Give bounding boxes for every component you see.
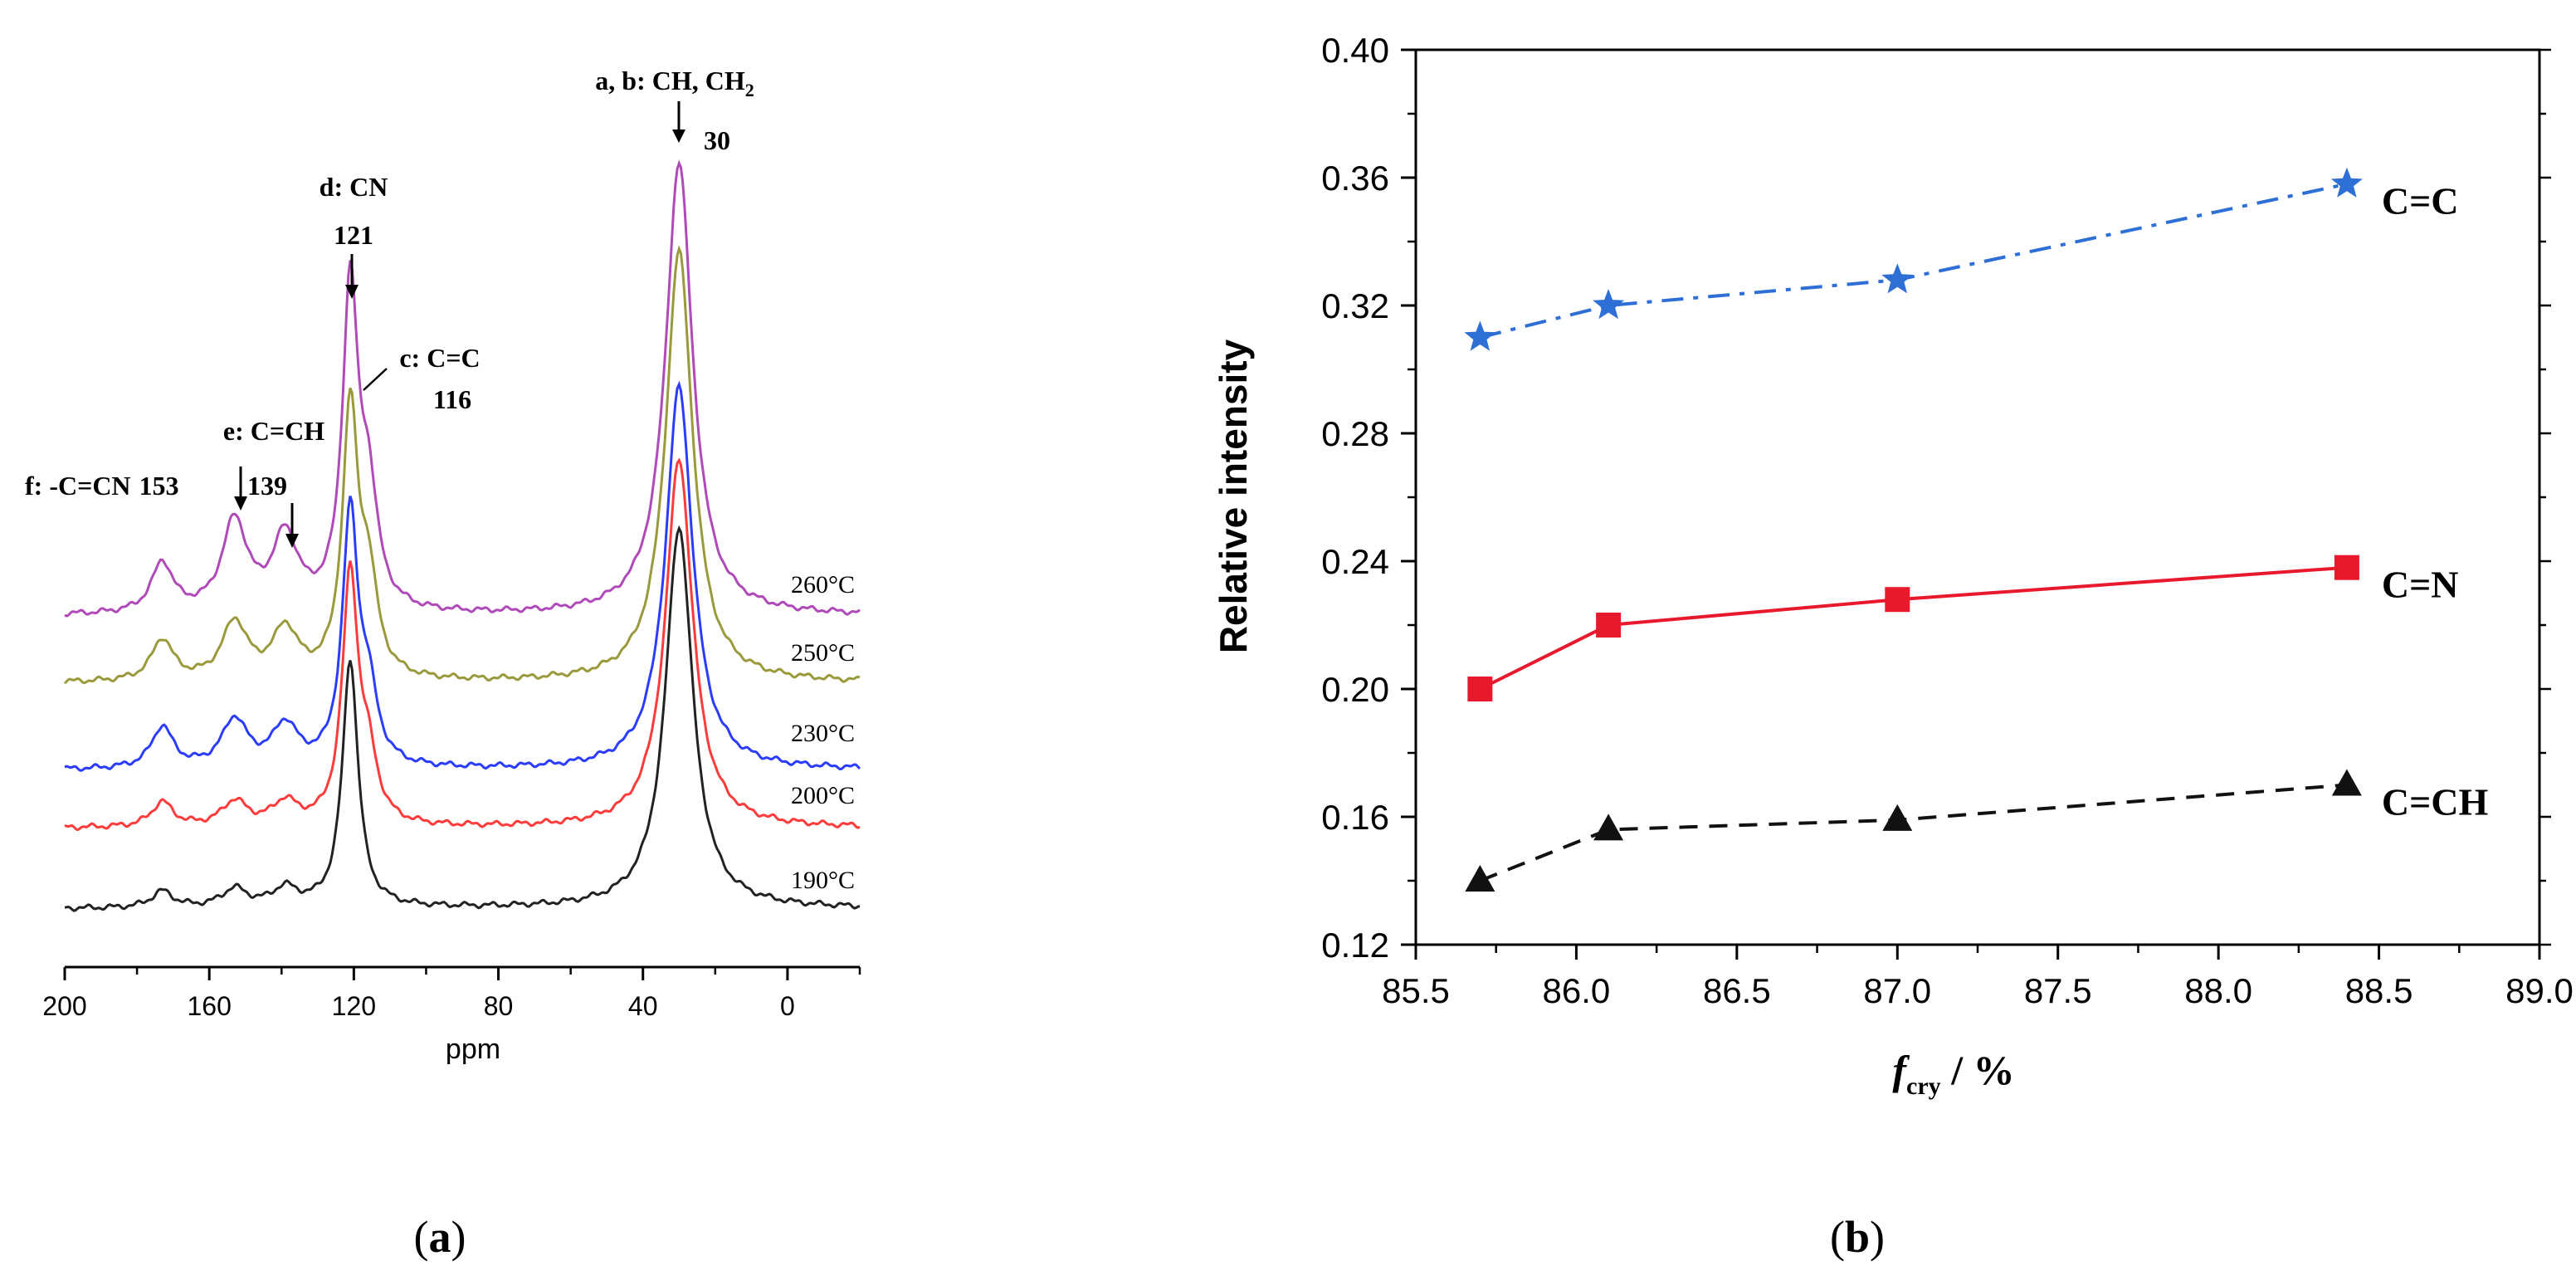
b-x-tick-label: 86.5 — [1703, 971, 1771, 1010]
annotation-e-value: 139 — [247, 471, 287, 501]
annotation-d-value: 121 — [334, 220, 373, 250]
relative-intensity-panel: 85.5 86.0 86.5 87.0 87.5 88.0 88.5 89.0 0.12 0.16… — [1212, 31, 2574, 1100]
a-x-tick-label: 200 — [42, 991, 86, 1021]
temperature-label: 200°C — [791, 782, 855, 809]
annotation-f-text: f: -C=CN — [25, 471, 131, 501]
series-line-C=CH — [1479, 783, 2348, 882]
b-series-group — [1464, 167, 2363, 892]
spectrum-260°C — [64, 159, 861, 618]
panel-label-b-letter: b — [1845, 1212, 1870, 1262]
a-x-ticks: 200 160 120 80 40 0 — [42, 967, 861, 1021]
a-x-tick-label: 80 — [484, 991, 514, 1021]
b-y-axis-label: Relative intensity — [1212, 339, 1255, 653]
nmr-spectra-panel: 200 160 120 80 40 0 ppm 190°C 200°C 230°C 250°C 2… — [25, 66, 861, 1065]
b-y-tick-label: 0.32 — [1321, 286, 1389, 325]
temperature-labels: 190°C 200°C 230°C 250°C 260°C — [791, 571, 855, 894]
b-x-axis-label-sub: cry — [1906, 1072, 1941, 1100]
b-y-tick-label: 0.40 — [1321, 31, 1389, 70]
temperature-label: 260°C — [791, 571, 855, 599]
b-y-tick-label: 0.36 — [1321, 159, 1389, 198]
b-y-tick-label: 0.16 — [1321, 798, 1389, 837]
a-x-tick-label: 120 — [332, 991, 376, 1021]
b-x-tick-label: 87.5 — [2024, 971, 2092, 1010]
b-x-tick-label: 87.0 — [1863, 971, 1931, 1010]
annotation-f-label: f: -C=CN 153 — [25, 471, 179, 501]
data-point-triangle — [1882, 804, 1913, 831]
b-y-tick-label: 0.24 — [1321, 542, 1389, 581]
spectra-group — [63, 159, 861, 912]
spectrum-190°C — [64, 525, 861, 912]
data-point-square — [1596, 613, 1622, 638]
annotation-d-label: d: CN — [320, 172, 388, 202]
panel-label-a: (a) — [414, 1212, 466, 1262]
series-label-C=N: C=N — [2382, 564, 2459, 606]
data-point-star — [1881, 263, 1914, 294]
annotation-d-arrowhead — [345, 285, 359, 299]
data-point-triangle — [1593, 814, 1624, 841]
data-point-star — [1464, 320, 1496, 351]
spectrum-250°C — [63, 244, 861, 685]
temperature-label: 190°C — [791, 867, 855, 894]
b-x-axis-label: fcry / % — [1892, 1047, 2014, 1100]
a-x-axis-label: ppm — [446, 1033, 500, 1065]
b-series-labels: C=C C=N C=CH — [2382, 180, 2489, 823]
b-x-tick-label: 86.0 — [1543, 971, 1611, 1010]
b-y-tick-label: 0.12 — [1321, 926, 1389, 965]
temperature-label: 230°C — [791, 720, 855, 747]
b-axis-ticks: 85.5 86.0 86.5 87.0 87.5 88.0 88.5 89.0 0.12 0.16… — [1321, 31, 2574, 1010]
b-x-axis-label-rest: / % — [1941, 1047, 2015, 1093]
b-y-tick-label: 0.28 — [1321, 414, 1389, 453]
series-label-C=C: C=C — [2382, 180, 2459, 222]
b-x-tick-label: 89.0 — [2505, 971, 2574, 1010]
annotation-e-label: e: C=CH — [223, 416, 324, 446]
annotation-ab-label: a, b: CH, CH2 — [595, 66, 754, 100]
annotation-c-leader — [363, 368, 388, 391]
data-point-square — [1885, 587, 1910, 613]
b-x-tick-label: 88.5 — [2345, 971, 2413, 1010]
spectrum-230°C — [64, 380, 861, 773]
series-line-C=C — [1479, 182, 2348, 340]
b-y-tick-label: 0.20 — [1321, 670, 1389, 709]
data-point-star — [2330, 167, 2363, 198]
annotation-c-label: c: C=C — [399, 343, 480, 373]
data-point-triangle — [2331, 769, 2362, 796]
a-x-tick-label: 0 — [780, 991, 795, 1021]
b-x-tick-label: 85.5 — [1382, 971, 1450, 1010]
annotation-ab-text: a, b: CH, CH — [595, 66, 745, 95]
b-x-tick-label: 88.0 — [2184, 971, 2252, 1010]
annotation-f-value: 153 — [139, 471, 179, 501]
annotation-ab-sub: 2 — [745, 80, 754, 100]
temperature-label: 250°C — [791, 639, 855, 667]
data-point-square — [1467, 677, 1493, 701]
panel-label-b: (b) — [1830, 1212, 1885, 1262]
annotation-ab-arrowhead — [672, 129, 685, 143]
spectrum-200°C — [64, 457, 861, 832]
annotation-ab-value: 30 — [704, 125, 730, 155]
a-x-tick-label: 160 — [187, 991, 231, 1021]
b-plot-frame — [1414, 48, 2541, 946]
annotation-c-value: 116 — [433, 384, 471, 414]
a-x-tick-label: 40 — [628, 991, 658, 1021]
series-label-C=CH: C=CH — [2382, 781, 2489, 823]
annotation-e-arrowhead — [285, 534, 299, 548]
data-point-square — [2334, 555, 2359, 580]
annotation-f-arrowhead — [234, 496, 247, 511]
data-point-star — [1593, 289, 1625, 320]
b-x-axis-label-main: f — [1892, 1047, 1910, 1093]
data-point-triangle — [1465, 865, 1495, 892]
panel-label-a-letter: a — [429, 1212, 451, 1262]
series-line-C=N — [1479, 565, 2348, 691]
